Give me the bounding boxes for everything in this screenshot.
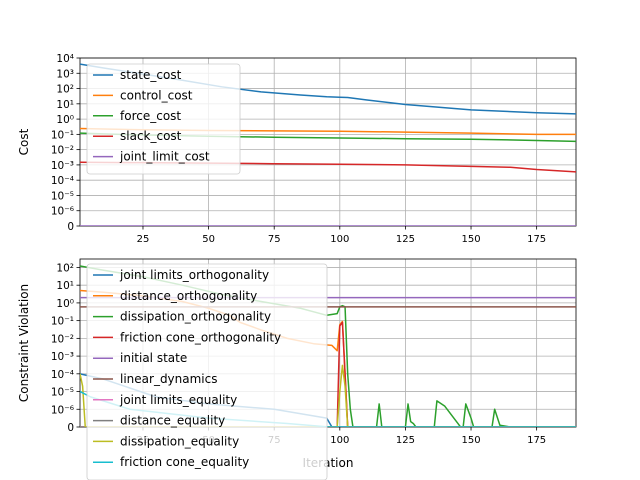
legend-label: state_cost xyxy=(120,68,182,82)
y-tick-label: 10⁻¹ xyxy=(51,129,74,141)
y-tick-label: 10⁻³ xyxy=(51,160,74,172)
y-tick-label: 10⁻³ xyxy=(51,351,74,363)
y-tick-label: 10⁻⁶ xyxy=(51,206,74,218)
legend-label: friction cone_orthogonality xyxy=(120,330,281,344)
legend-label: distance_equality xyxy=(120,414,225,428)
y-axis-label: Constraint Violation xyxy=(17,284,31,402)
chart-panel-1: 25 50 75 100 125 150 175 0 10⁻⁶ 10⁻⁵ 10⁻⁴ 10⁻³ 10⁻² 1… xyxy=(17,53,577,245)
x-tick-label: 50 xyxy=(202,234,215,245)
legend-label: dissipation_orthogonality xyxy=(120,310,271,324)
legend-label: friction cone_equality xyxy=(120,455,249,469)
x-tick-label: 150 xyxy=(461,435,480,446)
y-tick-label: 10⁻⁵ xyxy=(51,387,74,399)
legend-label: joint limits_orthogonality xyxy=(119,268,269,282)
x-tick-label: 125 xyxy=(396,435,415,446)
y-tick-label: 10⁻¹ xyxy=(51,316,74,328)
y-tick-label: 10⁻⁴ xyxy=(51,175,74,187)
y-tick-label: 10⁰ xyxy=(56,114,74,126)
legend-label: dissipation_equality xyxy=(120,434,239,448)
y-tick-label: 10⁻⁴ xyxy=(51,369,74,381)
legend-label: distance_orthogonality xyxy=(120,289,257,303)
legend: state_cost control_cost force_cost slack_co… xyxy=(86,63,241,175)
legend-label: slack_cost xyxy=(120,129,182,143)
x-tick-label: 75 xyxy=(268,234,281,245)
y-axis-label: Cost xyxy=(17,128,31,155)
y-tick-label: 10² xyxy=(56,84,74,96)
legend: joint limits_orthogonality distance_ortho… xyxy=(86,263,328,480)
y-tick-label: 10⁻⁶ xyxy=(51,404,74,416)
y-tick-label: 10⁻² xyxy=(51,145,74,157)
legend-label: linear_dynamics xyxy=(120,372,218,386)
x-tick-label: 100 xyxy=(330,435,349,446)
series-line-friction-cone-orthogonality xyxy=(80,321,576,427)
legend-label: control_cost xyxy=(120,88,193,102)
x-tick-label: 175 xyxy=(527,435,546,446)
legend-box xyxy=(86,263,328,480)
legend-box xyxy=(86,63,241,175)
x-tick-label: 25 xyxy=(137,234,150,245)
y-tick-label: 10² xyxy=(56,262,74,274)
y-tick-label: 10¹ xyxy=(56,280,74,292)
y-tick-label: 0 xyxy=(67,221,74,233)
x-tick-label: 100 xyxy=(330,234,349,245)
x-tick-label: 175 xyxy=(527,234,546,245)
y-tick-label: 10¹ xyxy=(56,99,74,111)
legend-label: joint_limit_cost xyxy=(119,150,210,164)
y-tick-label: 0 xyxy=(67,422,74,434)
x-tick-label: 125 xyxy=(396,234,415,245)
x-tick-label: 150 xyxy=(461,234,480,245)
y-tick-label: 10⁻⁵ xyxy=(51,190,74,202)
series-line-dissipation-equality xyxy=(80,364,576,427)
y-tick-label: 10³ xyxy=(56,68,74,80)
chart-panel-2: 255075100125150175010⁻⁶10⁻⁵10⁻⁴10⁻³10⁻²1… xyxy=(17,258,577,480)
y-tick-label: 10⁴ xyxy=(56,53,74,65)
y-tick-label: 10⁰ xyxy=(56,298,74,310)
y-tick-label: 10⁻² xyxy=(51,333,74,345)
legend-label: initial state xyxy=(120,351,187,365)
legend-label: joint limits_equality xyxy=(119,393,237,407)
legend-label: force_cost xyxy=(120,109,181,123)
